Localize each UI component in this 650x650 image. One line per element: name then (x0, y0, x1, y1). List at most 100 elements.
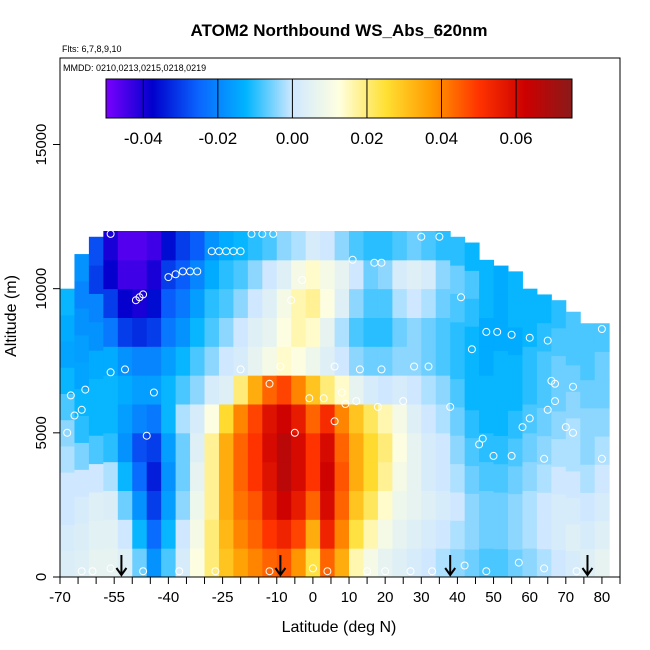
heatmap-cell (551, 493, 567, 523)
heatmap-cell (117, 519, 133, 549)
heatmap-cell (363, 461, 379, 491)
heatmap-cell (233, 432, 249, 463)
heatmap-cell (218, 375, 234, 405)
heatmap-cell (334, 548, 350, 578)
heatmap-cell (233, 548, 249, 578)
heatmap-cell (146, 461, 162, 491)
heatmap-cell (363, 231, 379, 261)
heatmap-cell (74, 523, 90, 551)
heatmap-cell (247, 259, 263, 290)
sample-marker (587, 290, 596, 299)
sample-marker (493, 327, 502, 336)
heatmap-cell (161, 317, 177, 347)
heatmap-cell (421, 288, 437, 318)
heatmap-cell (536, 548, 552, 578)
heatmap-cell (305, 548, 321, 578)
sample-marker (211, 567, 220, 576)
sample-marker (482, 567, 491, 576)
heatmap-cell (406, 375, 422, 405)
heatmap-cell (204, 346, 220, 376)
heatmap-cell (161, 346, 177, 376)
heatmap-cell (479, 519, 495, 549)
heatmap-cell (103, 404, 119, 434)
heatmap-cell (320, 548, 336, 578)
heatmap-cell (479, 346, 495, 376)
heatmap-cell (247, 490, 263, 520)
y-tick-label: 10000 (33, 268, 50, 310)
heatmap-cell (146, 404, 162, 434)
heatmap-cell (305, 490, 321, 520)
sample-marker (175, 567, 184, 576)
sample-marker (406, 567, 415, 576)
heatmap-cell (190, 432, 206, 463)
sample-marker (265, 567, 274, 576)
heatmap-cell (363, 548, 379, 578)
heatmap-cell (580, 351, 596, 381)
heatmap-cell (435, 432, 451, 463)
sample-marker (478, 434, 487, 443)
heatmap-cell (349, 317, 364, 347)
heatmap-cell (74, 334, 90, 363)
heatmap-cell (218, 461, 234, 491)
heatmap-cell (320, 404, 336, 434)
heatmap-cell (117, 375, 133, 405)
sample-marker (106, 564, 115, 573)
sample-marker (475, 440, 484, 449)
sample-marker (525, 414, 534, 423)
heatmap-cell (421, 375, 437, 405)
heatmap-cell (161, 231, 177, 261)
heatmap-cell (392, 317, 408, 347)
sample-marker (543, 405, 552, 414)
heatmap-cell (175, 519, 191, 549)
heatmap-cell (161, 259, 177, 290)
heatmap-cell (377, 461, 393, 491)
heatmap-cell (117, 231, 133, 261)
heatmap-cell (349, 231, 364, 261)
heatmap-cell (406, 346, 422, 376)
heatmap-cell (262, 375, 278, 405)
heatmap-cell (117, 288, 133, 318)
sample-marker (341, 400, 350, 408)
heatmap-cell (74, 469, 90, 497)
heatmap-cell (132, 346, 148, 376)
heatmap-cell (536, 379, 552, 408)
heatmap-cell (161, 404, 177, 434)
heatmap-cell (276, 375, 292, 405)
heatmap-cell (493, 548, 509, 578)
heatmap-cell (522, 432, 538, 463)
x-tick-label: 60 (521, 589, 538, 606)
heatmap-cell (146, 288, 162, 318)
heatmap-cell (377, 231, 393, 261)
heatmap-cell (464, 381, 480, 411)
heatmap-cell (565, 550, 581, 578)
sample-marker (319, 394, 328, 403)
heatmap-cell (218, 288, 234, 318)
heatmap-cell (175, 231, 191, 261)
heatmap-cell (60, 341, 75, 368)
heatmap-cell (262, 548, 278, 578)
heatmap-cell (74, 442, 90, 470)
sample-marker (77, 567, 86, 576)
x-tick-label: 20 (377, 589, 394, 606)
sample-marker (269, 229, 278, 238)
heatmap-cell (349, 259, 364, 290)
sample-marker (551, 397, 559, 406)
heatmap-cell (218, 231, 234, 261)
heatmap-cell (363, 346, 379, 376)
heatmap-cell (88, 293, 104, 323)
heatmap-cell (175, 288, 191, 318)
sample-marker (424, 362, 433, 371)
heatmap-cell (421, 317, 437, 347)
sample-marker (572, 567, 581, 576)
heatmap-cell (392, 259, 408, 290)
heatmap-cell (334, 461, 350, 491)
x-axis: -70 -55 -40 -25 -10 0 10 20 30 40 50 60 70 80 (49, 576, 621, 606)
heatmap-cell (305, 432, 321, 463)
heatmap-cell (493, 492, 509, 521)
sample-marker (355, 365, 364, 374)
heatmap-cell (580, 492, 596, 522)
heatmap-cell (580, 436, 596, 465)
heatmap-cell (522, 317, 538, 347)
heatmap-cell (146, 432, 162, 463)
heatmap-cell (247, 375, 263, 405)
